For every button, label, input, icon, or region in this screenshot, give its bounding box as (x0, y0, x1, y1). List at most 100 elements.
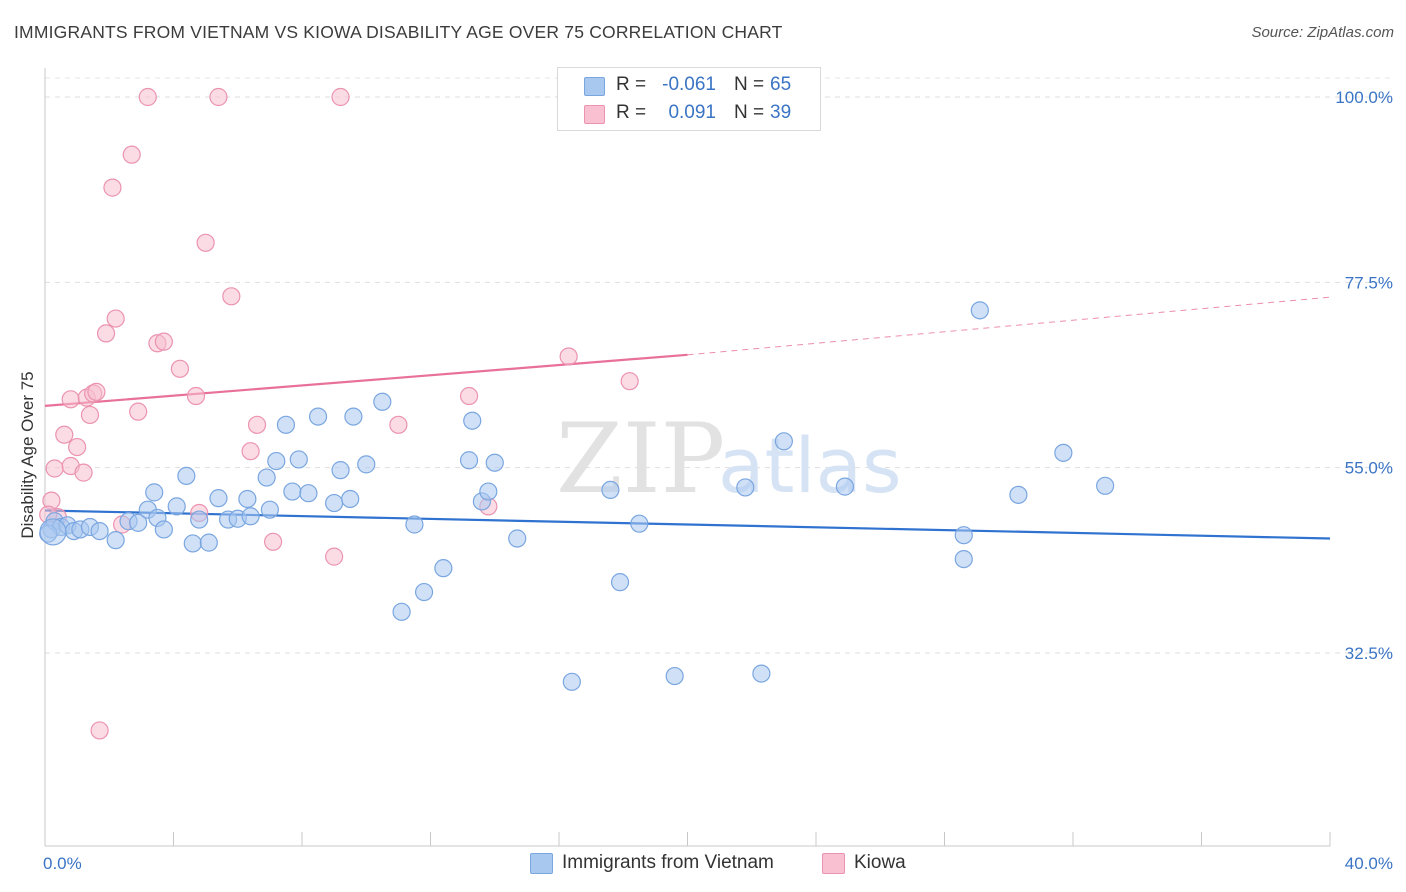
legend-swatch-kiowa (584, 105, 605, 124)
kiowa-point (331, 87, 350, 107)
vietnam-point (508, 529, 527, 548)
legend-r-label: R = (616, 102, 647, 123)
bottom-legend-swatch-vietnam (530, 853, 553, 874)
kiowa-point (122, 145, 141, 164)
vietnam-point (341, 489, 360, 509)
vietnam-point (283, 482, 302, 501)
vietnam-point (154, 520, 173, 539)
vietnam-point (129, 513, 148, 532)
vietnam-point (90, 521, 109, 541)
kiowa-point (263, 532, 283, 551)
kiowa-point (80, 405, 100, 425)
vietnam-point (610, 573, 630, 592)
vietnam-point (199, 533, 218, 552)
vietnam-point (392, 602, 411, 621)
vietnam-point (260, 500, 279, 519)
bottom-legend-swatch-kiowa (822, 853, 845, 874)
y-tick-labels: 32.5% 55.0% 77.5% 100.0% (1335, 88, 1393, 663)
vietnam-point (299, 484, 318, 503)
legend-r-label: R = (616, 74, 647, 95)
legend-n-label: N = (734, 74, 765, 95)
x-tick-label-max: 40.0% (1345, 854, 1393, 873)
bottom-legend-label-vietnam: Immigrants from Vietnam (562, 852, 774, 873)
vietnam-point (238, 489, 257, 509)
vietnam-point (835, 477, 855, 496)
kiowa-point (87, 382, 106, 401)
legend-n-value: 39 (770, 102, 792, 123)
kiowa-point (247, 415, 267, 434)
vietnam-point (1054, 443, 1073, 462)
legend-swatch-vietnam (584, 77, 605, 96)
vietnam-point (459, 451, 479, 470)
legend-r-value: 0.091 (668, 102, 716, 123)
vietnam-point (463, 411, 482, 430)
y-axis-label: Disability Age Over 75 (18, 371, 37, 538)
vietnam-point (331, 461, 350, 480)
kiowa-trend-line-extrapolated (687, 296, 1331, 356)
watermark-zip: ZIP (556, 403, 725, 515)
y-tick-label: 77.5% (1345, 273, 1393, 292)
kiowa-point (45, 459, 64, 478)
vietnam-point (752, 664, 771, 683)
vietnam-point (485, 453, 504, 472)
kiowa-point (106, 309, 125, 328)
kiowa-point (103, 178, 122, 197)
vietnam-point (289, 450, 308, 469)
vietnam-point (1009, 485, 1028, 504)
kiowa-point (222, 287, 241, 306)
vietnam-point (106, 531, 125, 550)
vietnam-point (357, 455, 376, 474)
vietnam-point (954, 526, 973, 545)
legend-row-vietnam: R = -0.061 N = 65 (558, 72, 820, 100)
vietnam-point (736, 478, 755, 497)
legend-r-value: -0.061 (662, 74, 716, 95)
vietnam-point (630, 514, 649, 533)
kiowa-point (325, 547, 344, 566)
vietnam-point (344, 407, 363, 426)
grid-lines (44, 77, 1393, 846)
vietnam-point (325, 493, 344, 513)
vietnam-point (145, 483, 164, 502)
vietnam-point (405, 515, 424, 534)
y-tick-label: 55.0% (1345, 459, 1393, 478)
kiowa-point (459, 386, 479, 406)
kiowa-point (61, 390, 80, 409)
legend-n-label: N = (734, 102, 765, 123)
bottom-legend-label-kiowa: Kiowa (854, 852, 906, 873)
bottom-legend-item-kiowa: Kiowa (822, 852, 942, 876)
kiowa-point (55, 425, 74, 444)
kiowa-point (196, 233, 215, 252)
correlation-legend: R = -0.061 N = 65 R = 0.091 N = 39 (557, 67, 821, 131)
vietnam-point (209, 489, 228, 508)
y-tick-label: 100.0% (1335, 88, 1393, 107)
kiowa-point (154, 332, 173, 351)
vietnam-point (276, 415, 296, 434)
kiowa-point (68, 437, 87, 457)
kiowa-point (389, 415, 408, 434)
vietnam-point (601, 480, 620, 500)
legend-n-value: 65 (770, 74, 792, 95)
kiowa-point (90, 721, 109, 740)
vietnam-point (241, 507, 260, 526)
vietnam-point (183, 534, 202, 553)
vietnam-point (167, 497, 186, 516)
vietnam-point (665, 666, 684, 686)
kiowa-point (559, 347, 578, 366)
kiowa-points (39, 87, 639, 740)
watermark: ZIP atlas (556, 403, 902, 515)
x-tick-label-min: 0.0% (43, 854, 82, 873)
source-label: Source: ZipAtlas.com (1251, 24, 1394, 41)
vietnam-point (308, 407, 328, 426)
kiowa-point (74, 463, 93, 482)
watermark-atlas: atlas (718, 421, 902, 510)
kiowa-point (620, 372, 639, 391)
kiowa-point (96, 324, 116, 343)
vietnam-point (257, 468, 276, 487)
chart-title: IMMIGRANTS FROM VIETNAM VS KIOWA DISABIL… (14, 22, 783, 42)
vietnam-point (414, 582, 434, 602)
bottom-legend-item-vietnam: Immigrants from Vietnam (530, 852, 810, 876)
kiowa-point (186, 386, 206, 406)
legend-row-kiowa: R = 0.091 N = 39 (558, 100, 820, 128)
kiowa-point (138, 87, 157, 107)
